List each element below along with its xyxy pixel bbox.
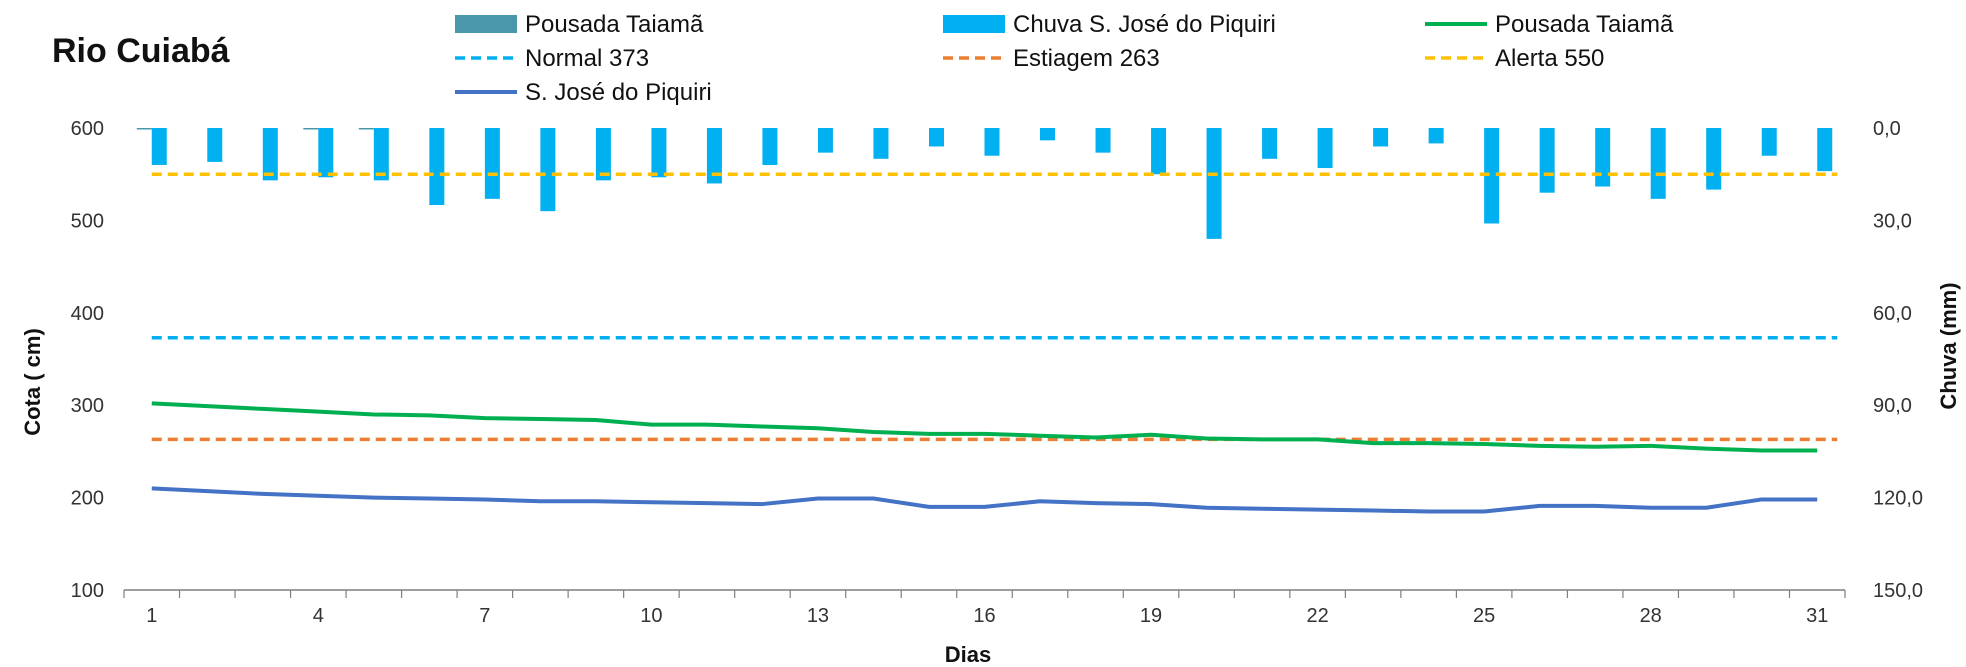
x-tick-label: 10 <box>640 605 662 627</box>
bar-chuva-sao-jose <box>1761 128 1777 156</box>
bar-chuva-sao-jose <box>1151 128 1167 175</box>
y2-axis-title: Chuva (mm) <box>1936 282 1961 409</box>
bars <box>136 128 1833 239</box>
x-tick-label: 4 <box>313 605 324 627</box>
bar-chuva-sao-jose <box>151 128 167 165</box>
legend-label: Pousada Taiamã <box>525 11 704 38</box>
x-tick-label: 19 <box>1140 605 1162 627</box>
bar-chuva-sao-jose <box>706 128 722 184</box>
legend-label: S. José do Piquiri <box>525 79 712 106</box>
legend-item: Chuva S. José do Piquiri <box>943 11 1276 38</box>
bar-pousada-taiama <box>358 128 374 130</box>
bar-pousada-taiama <box>136 128 152 130</box>
bar-chuva-sao-jose <box>1206 128 1222 239</box>
y2-tick-label: 90,0 <box>1873 395 1912 417</box>
legend-item: Normal 373 <box>455 45 649 72</box>
legend-item: Pousada Taiamã <box>455 11 704 38</box>
bar-chuva-sao-jose <box>928 128 944 147</box>
x-tick-label: 7 <box>479 605 490 627</box>
series-line <box>151 486 1818 514</box>
legend-label: Chuva S. José do Piquiri <box>1013 11 1276 38</box>
bar-chuva-sao-jose <box>817 128 833 153</box>
chart-title: Rio Cuiabá <box>52 32 230 70</box>
bar-chuva-sao-jose <box>1040 128 1056 141</box>
legend-item: S. José do Piquiri <box>455 79 712 106</box>
legend-item: Pousada Taiamã <box>1425 11 1674 38</box>
bar-chuva-sao-jose <box>484 128 500 199</box>
x-axis-title: Dias <box>945 642 991 667</box>
bar-chuva-sao-jose <box>1095 128 1111 153</box>
bar-pousada-taiama <box>303 128 319 130</box>
x-tick-label: 31 <box>1806 605 1828 627</box>
legend-swatch <box>943 15 1005 33</box>
bar-chuva-sao-jose <box>373 128 389 181</box>
x-tick-label: 25 <box>1473 605 1495 627</box>
legend-item: Estiagem 263 <box>943 45 1160 72</box>
bar-chuva-sao-jose <box>207 128 223 162</box>
bar-chuva-sao-jose <box>1817 128 1833 172</box>
bar-chuva-sao-jose <box>262 128 278 181</box>
x-tick-label: 1 <box>146 605 157 627</box>
y-tick-label: 200 <box>71 488 104 510</box>
bar-chuva-sao-jose <box>595 128 611 181</box>
x-tick-label: 28 <box>1640 605 1662 627</box>
legend-label: Estiagem 263 <box>1013 45 1160 72</box>
bar-chuva-sao-jose <box>1262 128 1278 159</box>
bar-chuva-sao-jose <box>1539 128 1555 193</box>
bar-chuva-sao-jose <box>318 128 334 178</box>
legend: Pousada Taiamã Chuva S. José do Piquiri Po… <box>455 11 1674 106</box>
y-tick-label: 100 <box>71 580 104 602</box>
bar-chuva-sao-jose <box>1650 128 1666 199</box>
y-tick-label: 400 <box>71 303 104 325</box>
y-tick-label: 300 <box>71 395 104 417</box>
x-tick-label: 22 <box>1306 605 1328 627</box>
series-lines <box>151 401 1818 514</box>
bar-chuva-sao-jose <box>1373 128 1389 147</box>
legend-swatch <box>455 15 517 33</box>
plot-area: 1 4 7 10 13 16 19 22 25 28 31 100 200 300 400 500 600 0,0… <box>71 118 1923 627</box>
bar-chuva-sao-jose <box>873 128 889 159</box>
bar-chuva-sao-jose <box>651 128 667 178</box>
series-line <box>151 401 1818 453</box>
axes: 1 4 7 10 13 16 19 22 25 28 31 100 200 300 400 500 600 0,0… <box>71 118 1923 627</box>
y2-tick-label: 120,0 <box>1873 488 1923 510</box>
y2-tick-label: 60,0 <box>1873 303 1912 325</box>
x-tick-label: 16 <box>973 605 995 627</box>
y2-tick-label: 30,0 <box>1873 210 1912 232</box>
legend-item: Alerta 550 <box>1425 45 1604 72</box>
y-tick-label: 500 <box>71 210 104 232</box>
bar-chuva-sao-jose <box>429 128 445 205</box>
bar-chuva-sao-jose <box>540 128 556 212</box>
reference-lines <box>151 172 1838 442</box>
x-tick-label: 13 <box>807 605 829 627</box>
bar-chuva-sao-jose <box>762 128 778 165</box>
legend-label: Pousada Taiamã <box>1495 11 1674 38</box>
bar-chuva-sao-jose <box>984 128 1000 156</box>
y2-tick-label: 0,0 <box>1873 118 1901 140</box>
legend-label: Alerta 550 <box>1495 45 1604 72</box>
bar-chuva-sao-jose <box>1706 128 1722 190</box>
y-tick-label: 600 <box>71 118 104 140</box>
y2-tick-label: 150,0 <box>1873 580 1923 602</box>
bar-chuva-sao-jose <box>1484 128 1500 224</box>
legend-label: Normal 373 <box>525 45 649 72</box>
bar-chuva-sao-jose <box>1317 128 1333 169</box>
bar-chuva-sao-jose <box>1428 128 1444 144</box>
y-axis-title: Cota ( cm) <box>20 328 45 436</box>
bar-chuva-sao-jose <box>1595 128 1611 187</box>
